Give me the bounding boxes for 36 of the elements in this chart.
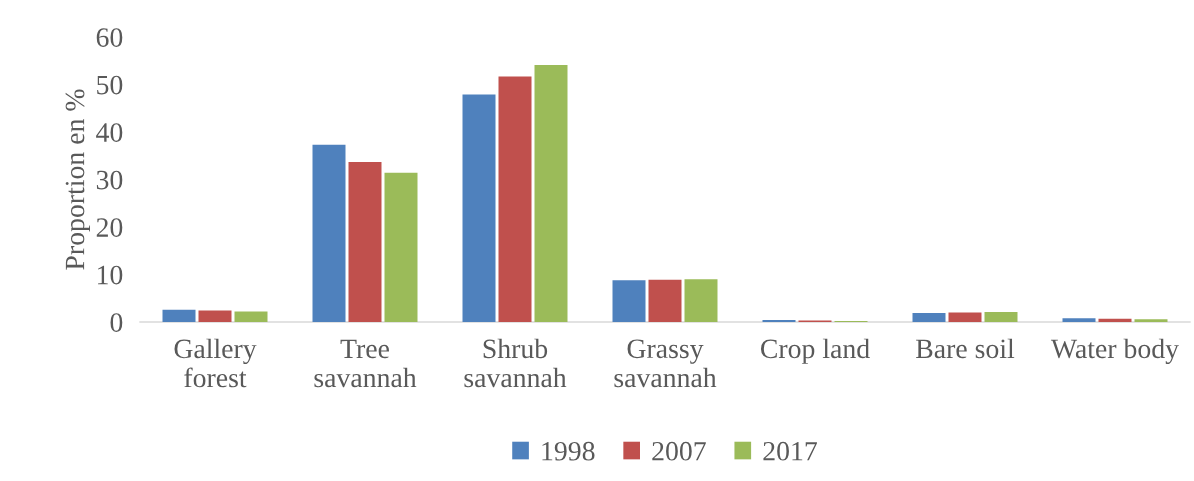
bar <box>612 280 646 322</box>
x-tick-label: Grassy savannah <box>614 339 717 388</box>
bar <box>534 65 568 322</box>
y-tick-label: 40 <box>96 123 123 142</box>
bar <box>234 311 268 322</box>
legend-label: 2007 <box>652 441 706 461</box>
x-tick-label: Tree savannah <box>314 339 417 388</box>
x-tick-label: Crop land <box>760 338 870 364</box>
y-tick-label: 60 <box>96 28 123 47</box>
bar <box>948 312 982 322</box>
bar <box>348 161 382 322</box>
y-tick-label: 30 <box>96 170 123 190</box>
y-tick-label: 50 <box>97 75 123 95</box>
x-tick-label: Gallery forest <box>174 338 257 388</box>
bar <box>384 172 418 322</box>
bar <box>1062 318 1096 322</box>
y-axis-title: Proportion en % <box>65 89 90 270</box>
legend-label: 1998 <box>542 441 595 461</box>
x-tick-label: Shrub savannah <box>464 338 567 388</box>
legend-label: 2017 <box>763 441 817 461</box>
bar <box>1098 318 1132 322</box>
bar <box>312 144 346 322</box>
x-tick-label: Bare soil <box>916 338 1015 359</box>
bar <box>912 312 946 322</box>
x-tick-label: Water body <box>1050 338 1179 364</box>
y-tick-label: 10 <box>98 265 123 285</box>
bar <box>648 279 682 322</box>
bar <box>462 94 496 322</box>
bar <box>684 279 718 322</box>
bar <box>198 310 232 322</box>
bar <box>984 312 1018 322</box>
bar <box>498 76 532 322</box>
y-tick-label: 20 <box>96 218 123 237</box>
bar <box>162 309 196 322</box>
bar <box>1134 319 1168 322</box>
y-tick-label: 0 <box>110 313 123 332</box>
